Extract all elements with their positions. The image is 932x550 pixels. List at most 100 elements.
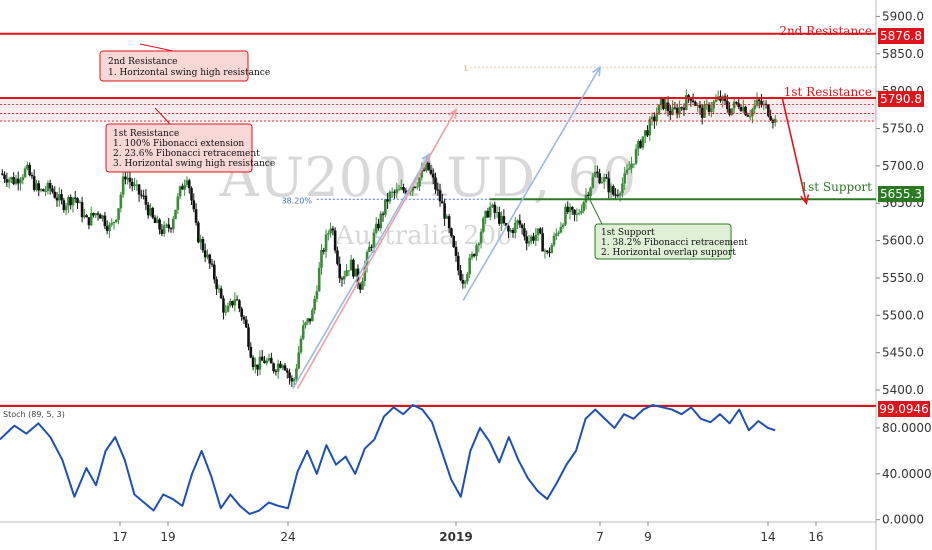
candle-body	[516, 220, 519, 223]
candle-body	[769, 116, 772, 120]
y-tick-label: 5400.0	[882, 383, 924, 397]
candle-body	[153, 217, 157, 224]
candle-body	[532, 236, 535, 241]
candle-body	[664, 102, 668, 109]
candle-body	[57, 194, 61, 201]
x-tick-label: 19	[160, 530, 175, 544]
level-name-2nd-resistance: 2nd Resistance	[779, 24, 872, 38]
candle-body	[342, 276, 346, 280]
candle-body	[509, 229, 513, 232]
annotation-1st-support[interactable]: 1st Support 1. 38.2% Fibonacci retraceme…	[594, 223, 748, 260]
candle-body	[671, 107, 674, 115]
indicator-label[interactable]: Stoch (89, 5, 3)	[3, 410, 65, 419]
candle-body	[144, 195, 148, 205]
x-tick-label: 24	[280, 530, 295, 544]
candle-body	[643, 130, 647, 137]
candle-body	[475, 245, 478, 257]
candle-body	[267, 358, 271, 361]
candle-body	[121, 176, 125, 195]
candle-body	[30, 175, 34, 177]
candle-body	[306, 318, 310, 323]
annotation-2nd-resistance[interactable]: 2nd Resistance 1. Horizontal swing high …	[99, 50, 270, 82]
y-tick-label: 5550.0	[882, 271, 924, 285]
candle-body	[345, 270, 348, 277]
candle-body	[158, 219, 161, 230]
candle-body	[586, 194, 590, 197]
candle-body	[607, 178, 611, 193]
candle-body	[436, 189, 440, 191]
candle-body	[73, 197, 77, 199]
candle-body	[197, 222, 200, 243]
candle-body	[28, 164, 31, 176]
y-tick-label: 5600.0	[882, 234, 924, 248]
candle-body	[441, 201, 444, 204]
stoch-line	[0, 404, 776, 515]
price-badge-stoch: 99.0946	[878, 401, 930, 417]
candle-body	[609, 186, 613, 193]
candle-body	[247, 327, 250, 347]
time-axis[interactable]: 17 19 24 2019 7 9 14 16	[112, 522, 824, 544]
candle-body	[83, 215, 86, 218]
candle-body	[486, 210, 490, 218]
annotation-1st-resistance[interactable]: 1st Resistance 1. 100% Fibonacci extensi…	[105, 123, 275, 173]
candle-body	[696, 105, 699, 107]
candle-body	[336, 250, 339, 264]
candle-body	[744, 106, 747, 116]
candle-body	[445, 216, 449, 219]
fib-leg-arrow-head	[421, 152, 431, 163]
candle-body	[539, 228, 542, 234]
candle-body	[363, 265, 367, 282]
candle-body	[181, 186, 184, 190]
candle-body	[694, 102, 697, 106]
candle-body	[580, 210, 583, 213]
candle-body	[472, 254, 476, 257]
candle-body	[78, 202, 82, 204]
candle-body	[374, 223, 378, 233]
price-axis[interactable]: 5400.05450.05500.05550.05600.05650.05700…	[876, 9, 932, 527]
candle-body	[51, 188, 54, 192]
candle-body	[190, 188, 193, 201]
candle-body	[634, 148, 638, 164]
candle-body	[479, 231, 483, 244]
y-tick-label: 5500.0	[882, 308, 924, 322]
forecast-arrow-head	[800, 194, 810, 206]
annotation-connector	[154, 107, 171, 125]
candle-body	[452, 235, 456, 248]
candle-body	[402, 187, 405, 191]
candle-body	[276, 363, 280, 372]
candle-body	[377, 223, 380, 229]
candle-body	[48, 182, 52, 189]
candle-body	[589, 187, 592, 197]
candle-body	[760, 101, 763, 106]
candle-body	[431, 173, 435, 178]
candle-body	[244, 319, 248, 328]
candle-body	[397, 189, 401, 191]
candle-body	[370, 246, 373, 248]
candle-body	[3, 174, 6, 180]
candle-body	[210, 263, 214, 265]
candle-body	[639, 140, 642, 148]
candle-body	[69, 197, 72, 206]
candle-body	[44, 190, 47, 192]
candle-body	[564, 206, 567, 225]
candle-body	[301, 325, 305, 339]
candles	[0, 89, 777, 388]
candle-body	[226, 305, 230, 312]
candle-body	[272, 363, 275, 372]
candle-body	[637, 140, 640, 149]
candle-body	[728, 108, 731, 115]
osc-y-tick-label: 0.0000	[882, 513, 924, 527]
candle-body	[224, 311, 228, 313]
candle-body	[5, 179, 9, 183]
candle-body	[174, 209, 177, 219]
candle-body	[575, 213, 579, 215]
candle-body	[675, 108, 679, 115]
candle-body	[491, 204, 494, 207]
candle-body	[726, 100, 729, 109]
candle-body	[285, 370, 289, 373]
candle-body	[657, 104, 661, 115]
candle-body	[55, 197, 59, 201]
candle-body	[712, 101, 715, 109]
candle-body	[591, 176, 595, 188]
candle-body	[714, 99, 718, 102]
